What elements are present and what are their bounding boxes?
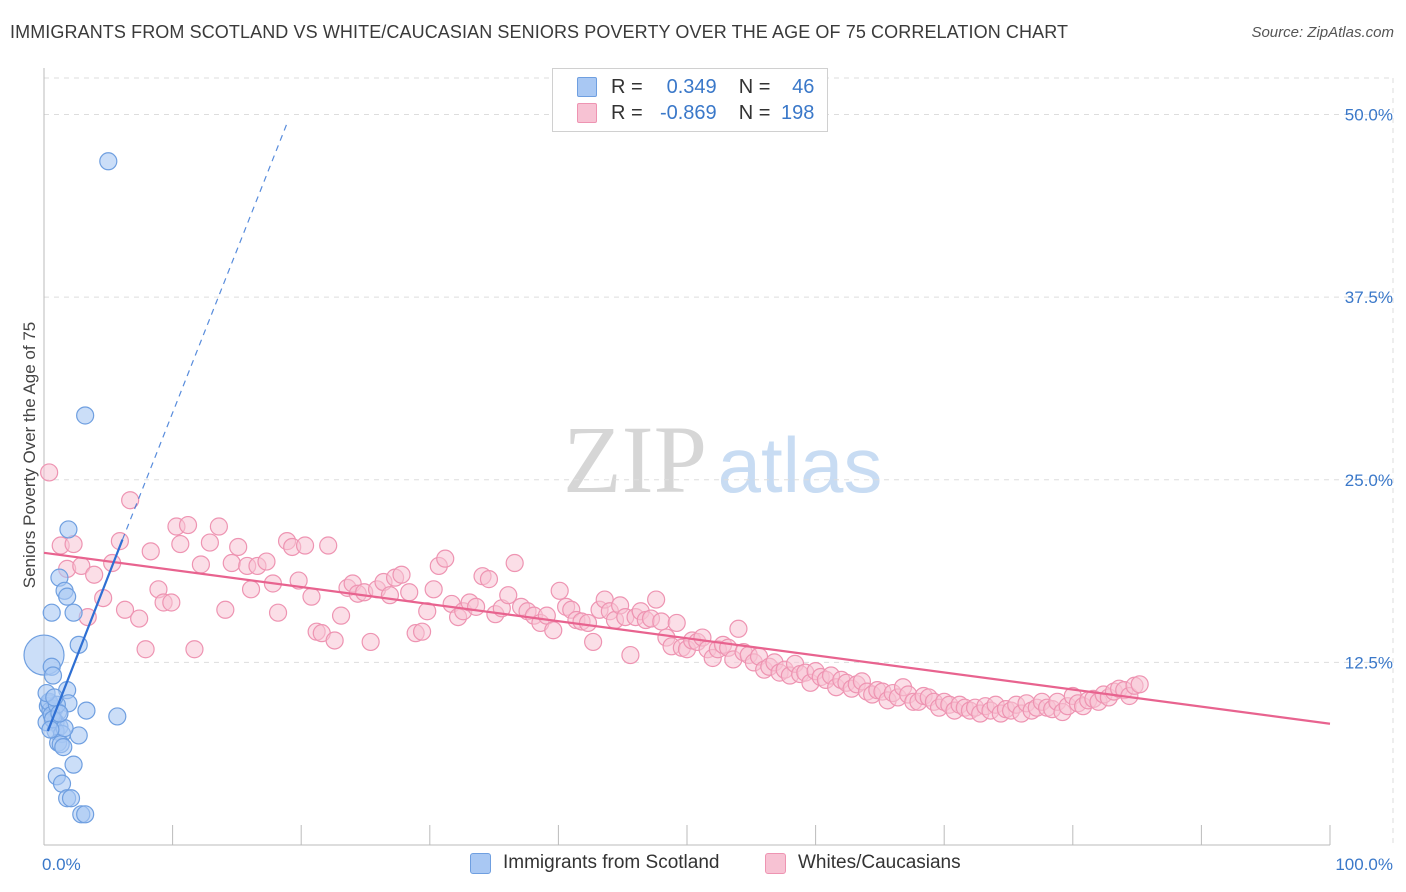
data-point-whites bbox=[400, 583, 419, 602]
data-point-whites bbox=[130, 609, 149, 628]
legend-n-value: 198 bbox=[781, 101, 815, 124]
trendline-scotland-extension bbox=[121, 123, 288, 540]
data-point-whites bbox=[121, 491, 140, 510]
data-point-scotland bbox=[76, 805, 95, 824]
legend-row-scotland: R = 0.349 N = 46 bbox=[577, 75, 814, 99]
data-point-whites bbox=[115, 600, 135, 619]
data-point-scotland bbox=[42, 603, 61, 622]
data-point-scotland bbox=[108, 707, 127, 726]
watermark-atlas: atlas bbox=[718, 421, 883, 509]
data-point-scotland bbox=[41, 720, 60, 739]
data-point-whites bbox=[544, 621, 563, 640]
source-label: Source: ZipAtlas.com bbox=[1251, 24, 1394, 41]
data-point-whites bbox=[319, 536, 338, 555]
data-point-whites bbox=[621, 645, 640, 665]
legend-item-scotland[interactable]: Immigrants from Scotland bbox=[470, 852, 719, 874]
legend-swatch-whites bbox=[765, 852, 786, 874]
data-point-whites bbox=[499, 586, 518, 605]
x-tick-label: 0.0% bbox=[42, 855, 81, 874]
data-point-scotland bbox=[69, 726, 88, 745]
trendline-scotland bbox=[46, 539, 124, 732]
y-tick-label: 50.0% bbox=[1345, 106, 1393, 125]
data-point-scotland bbox=[77, 701, 96, 720]
legend-row-whites: R = -0.869 N = 198 bbox=[577, 101, 814, 125]
y-tick-label: 37.5% bbox=[1345, 288, 1393, 307]
data-point-whites bbox=[331, 606, 351, 625]
data-point-whites bbox=[1130, 675, 1149, 694]
legend-item-whites[interactable]: Whites/Caucasians bbox=[765, 852, 961, 874]
legend-n-label: N = bbox=[738, 75, 771, 98]
chart-title: IMMIGRANTS FROM SCOTLAND VS WHITE/CAUCAS… bbox=[10, 22, 1069, 42]
watermark-zip: ZIP bbox=[563, 406, 707, 513]
data-point-scotland bbox=[59, 520, 78, 539]
legend-swatch-scotland bbox=[577, 77, 597, 97]
y-axis-title: Seniors Poverty Over the Age of 75 bbox=[20, 321, 39, 589]
legend-r-value: 0.349 bbox=[666, 75, 717, 98]
y-tick-label: 12.5% bbox=[1345, 653, 1393, 672]
legend-label-whites: Whites/Caucasians bbox=[798, 852, 961, 873]
series-legend: Immigrants from Scotland Whites/Caucasia… bbox=[0, 852, 1406, 878]
data-point-whites bbox=[85, 565, 104, 584]
data-point-whites bbox=[241, 580, 261, 599]
data-point-scotland bbox=[58, 587, 77, 606]
data-point-whites bbox=[295, 536, 315, 555]
data-point-whites bbox=[424, 580, 443, 599]
legend-r-label: R = bbox=[611, 75, 643, 98]
data-point-whites bbox=[436, 549, 455, 568]
data-point-whites bbox=[171, 534, 190, 554]
data-point-whites bbox=[578, 613, 598, 633]
data-point-scotland bbox=[76, 406, 95, 425]
data-point-whites bbox=[325, 631, 344, 650]
legend-n-label: N = bbox=[738, 101, 771, 124]
data-point-whites bbox=[136, 640, 155, 659]
data-point-whites bbox=[392, 565, 411, 584]
data-point-scotland bbox=[61, 789, 81, 808]
data-point-scotland bbox=[99, 152, 118, 171]
data-point-scotland bbox=[64, 603, 83, 622]
data-point-whites bbox=[667, 613, 686, 633]
trendline-whites bbox=[43, 551, 1331, 725]
data-point-whites bbox=[209, 517, 228, 536]
data-point-whites bbox=[380, 586, 400, 605]
data-point-whites bbox=[505, 553, 524, 573]
data-point-whites bbox=[412, 622, 432, 641]
data-point-whites bbox=[162, 593, 181, 612]
data-point-whites bbox=[550, 581, 569, 600]
data-point-whites bbox=[178, 515, 198, 535]
legend-label-scotland: Immigrants from Scotland bbox=[503, 852, 720, 873]
legend-n-value: 46 bbox=[792, 75, 815, 98]
data-point-scotland bbox=[64, 755, 83, 774]
data-point-whites bbox=[141, 542, 160, 561]
data-point-whites bbox=[185, 640, 204, 659]
data-point-whites bbox=[200, 533, 219, 552]
y-tick-label: 25.0% bbox=[1345, 471, 1393, 490]
legend-r-value: -0.869 bbox=[659, 101, 717, 124]
data-point-whites bbox=[302, 587, 321, 606]
data-point-whites bbox=[729, 619, 748, 638]
data-point-whites bbox=[289, 571, 308, 590]
legend-swatch-whites bbox=[577, 103, 597, 123]
data-point-whites bbox=[40, 463, 59, 482]
x-tick-label: 100.0% bbox=[1335, 855, 1393, 874]
data-point-whites bbox=[222, 553, 241, 573]
data-point-scotland bbox=[54, 738, 73, 757]
legend-r-label: R = bbox=[611, 101, 643, 124]
legend-swatch-scotland bbox=[470, 852, 491, 874]
data-point-whites bbox=[229, 537, 248, 557]
data-point-whites bbox=[216, 600, 235, 619]
data-point-whites bbox=[466, 597, 486, 616]
correlation-legend: R = 0.349 N = 46 R = -0.869 N = 198 bbox=[552, 68, 828, 132]
data-point-whites bbox=[652, 612, 671, 631]
data-point-whites bbox=[479, 570, 499, 589]
data-point-whites bbox=[647, 590, 666, 609]
data-point-whites bbox=[257, 552, 276, 571]
data-point-scotland bbox=[43, 666, 63, 685]
data-point-whites bbox=[361, 632, 380, 652]
data-point-whites bbox=[584, 632, 603, 652]
data-point-whites bbox=[268, 603, 288, 622]
data-point-whites bbox=[191, 555, 210, 574]
